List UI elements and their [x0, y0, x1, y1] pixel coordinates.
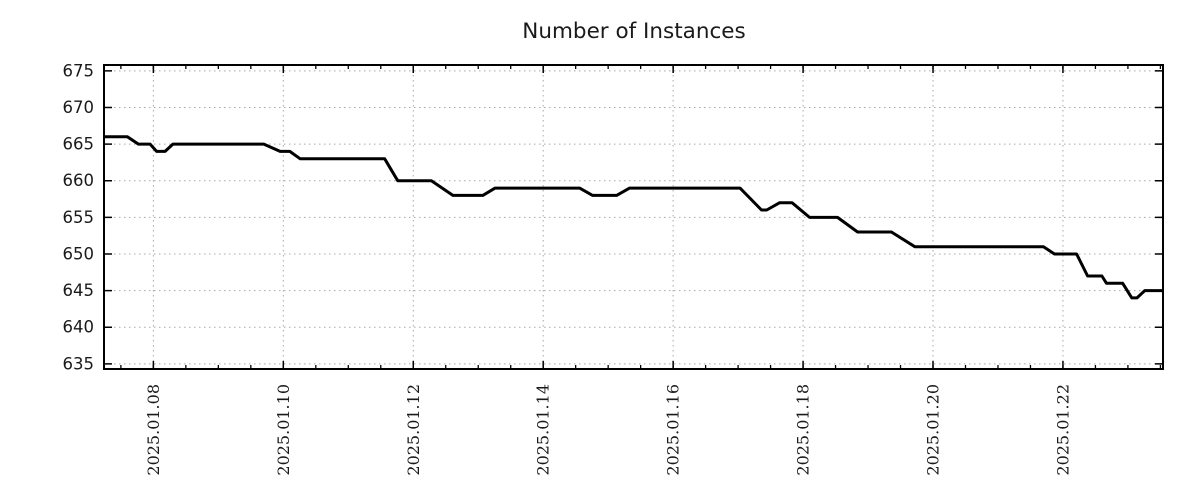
x-tick-label: 2025.01.10: [274, 384, 293, 476]
y-tick-label: 640: [63, 318, 95, 337]
plot-border: [103, 64, 1164, 370]
x-tick-label: 2025.01.18: [794, 384, 813, 476]
chart-title: Number of Instances: [522, 19, 745, 44]
axis-layer: [103, 64, 1164, 370]
x-tick-label: 2025.01.14: [534, 384, 553, 476]
x-tick-label: 2025.01.20: [924, 384, 943, 476]
x-tick-label: 2025.01.08: [144, 384, 163, 476]
y-tick-label: 670: [63, 98, 95, 117]
y-tick-label: 665: [63, 135, 95, 154]
x-tick-label: 2025.01.22: [1053, 384, 1072, 476]
y-tick-label: 635: [63, 354, 95, 373]
x-tick-label: 2025.01.16: [664, 384, 683, 476]
y-tick-label: 675: [63, 61, 95, 80]
y-tick-label: 660: [63, 171, 95, 190]
series-layer: [104, 135, 1163, 300]
y-tick-label: 645: [63, 281, 95, 300]
grid-layer: [104, 65, 1163, 369]
x-tick-label: 2025.01.12: [404, 384, 423, 476]
y-tick-label: 650: [63, 244, 95, 263]
y-tick-label: 655: [63, 208, 95, 227]
label-layer: 635 640 645 650 655 660 665 670 675 2025.01.08 202…: [63, 61, 1073, 475]
series-line: [104, 135, 1163, 300]
